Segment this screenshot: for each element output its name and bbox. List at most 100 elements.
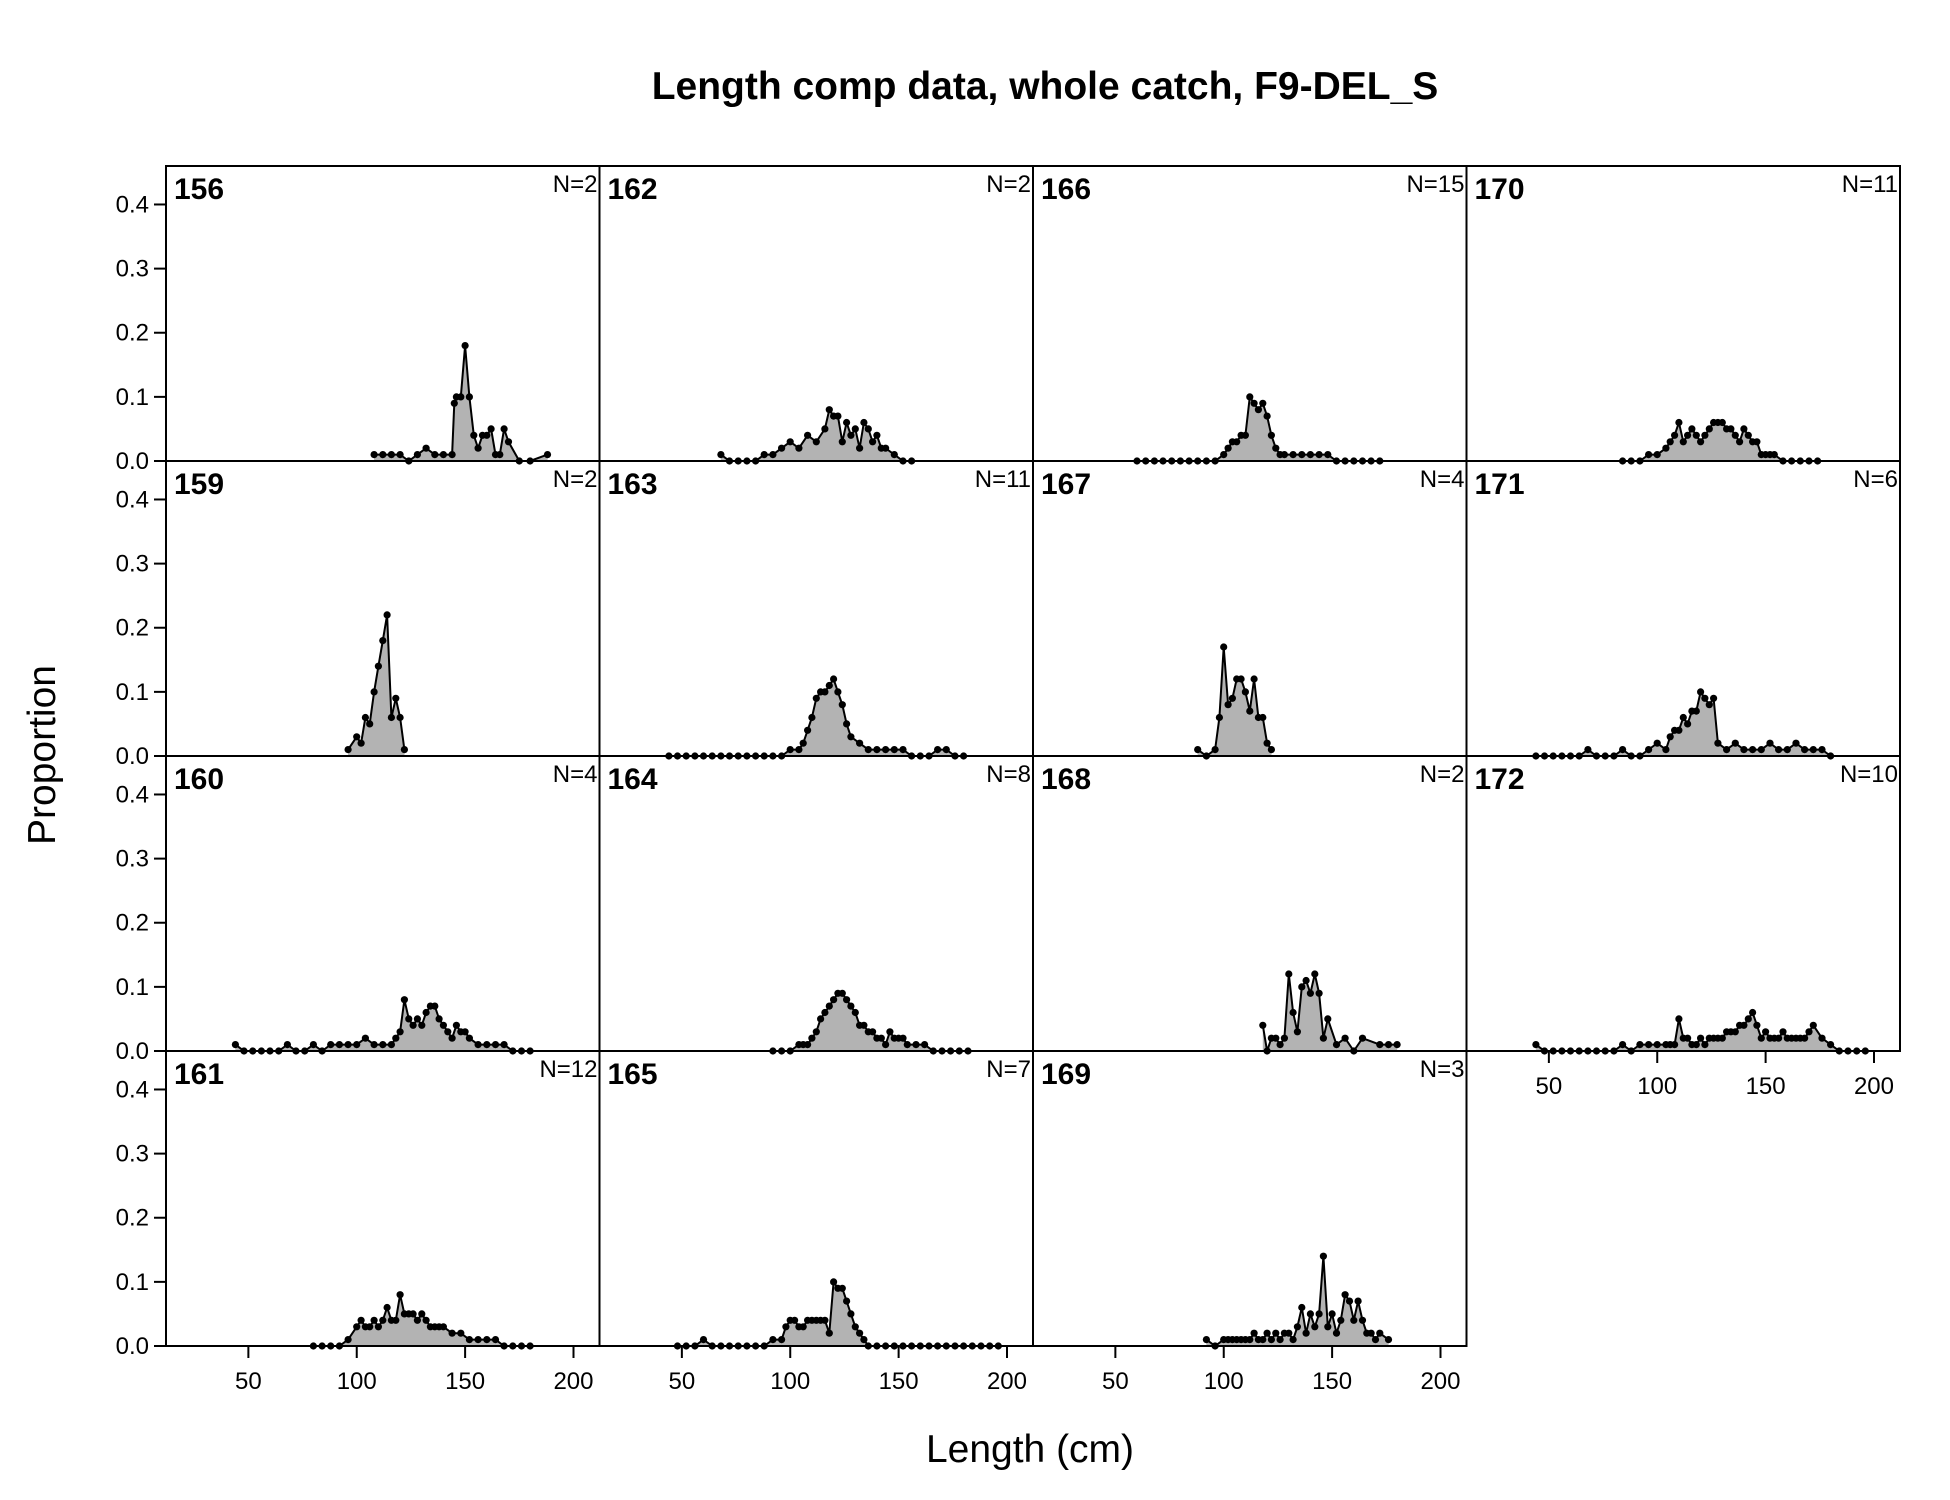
data-point — [717, 451, 725, 459]
data-point — [1293, 1323, 1301, 1331]
x-tick-label: 50 — [669, 1368, 696, 1395]
data-point — [353, 1323, 361, 1331]
data-point — [431, 451, 439, 459]
data-point — [1675, 418, 1683, 427]
y-tick-label: 0.0 — [116, 743, 149, 770]
panel-frame — [598, 165, 1034, 462]
data-point — [921, 1041, 929, 1049]
area-171 — [1535, 691, 1831, 756]
data-point — [1259, 399, 1267, 407]
data-point — [1354, 1297, 1362, 1305]
data-point — [1367, 1329, 1375, 1337]
y-tick-label: 0.2 — [116, 615, 149, 642]
y-tick-label: 0.1 — [116, 384, 149, 411]
data-point — [1692, 1041, 1700, 1049]
data-point — [1215, 713, 1223, 722]
data-point — [1684, 720, 1692, 728]
data-point — [1272, 1329, 1280, 1337]
y-axis-title: Proportion — [21, 665, 64, 845]
data-point — [1259, 713, 1267, 722]
x-tick-label: 150 — [1746, 1073, 1786, 1100]
data-point — [1358, 1034, 1367, 1042]
panel-162: 162 N=2 — [598, 165, 1034, 465]
data-point — [370, 688, 378, 696]
data-point — [1267, 1336, 1275, 1344]
data-point — [1749, 1008, 1757, 1017]
data-point — [379, 1041, 387, 1049]
panel-frame — [598, 755, 1034, 1052]
data-point — [387, 1041, 395, 1049]
panel-year-label: 167 — [1041, 468, 1091, 501]
x-axis: 50 100 150 200 — [235, 1345, 594, 1395]
data-point — [1671, 1041, 1679, 1049]
data-point — [934, 746, 942, 754]
data-point — [1818, 1034, 1826, 1042]
data-point — [500, 1041, 508, 1049]
data-point — [409, 1021, 417, 1029]
data-point — [1744, 1015, 1752, 1023]
data-point — [1246, 707, 1254, 715]
data-point — [366, 1323, 374, 1331]
data-point — [353, 1041, 361, 1049]
y-tick-label: 0.3 — [116, 551, 149, 578]
data-point — [1276, 1041, 1284, 1049]
data-point — [838, 989, 846, 997]
data-point — [400, 746, 408, 754]
data-point — [791, 1316, 799, 1324]
data-point — [830, 675, 838, 683]
x-tick-label: 150 — [445, 1368, 485, 1395]
data-point — [843, 1297, 851, 1305]
data-point — [860, 1336, 868, 1344]
data-point — [821, 688, 829, 696]
data-point — [500, 425, 508, 433]
panel-163: 163 N=11 — [598, 460, 1034, 760]
data-point — [1740, 425, 1748, 433]
y-tick-label: 0.1 — [116, 974, 149, 1001]
data-point — [1705, 701, 1713, 709]
data-point — [886, 1028, 894, 1036]
panel-sample-size: N=6 — [1853, 466, 1898, 493]
data-point — [396, 451, 404, 459]
data-point — [821, 1008, 829, 1017]
data-point — [448, 451, 456, 459]
data-point — [812, 694, 820, 702]
panel-year-label: 164 — [608, 763, 658, 796]
data-point — [413, 451, 421, 459]
data-point — [1272, 444, 1280, 452]
data-point — [1809, 1021, 1817, 1029]
data-point — [1740, 746, 1748, 754]
data-point — [1306, 1310, 1314, 1318]
data-point — [1220, 643, 1228, 651]
panel-171: 171 N=6 — [1465, 460, 1901, 760]
data-point — [851, 1323, 859, 1331]
data-point — [335, 1041, 343, 1049]
data-point — [1744, 431, 1752, 439]
data-point — [344, 1041, 352, 1049]
data-point — [418, 1310, 426, 1318]
data-point — [1315, 989, 1323, 997]
x-tick-label: 150 — [879, 1368, 919, 1395]
data-point — [1766, 739, 1774, 747]
data-point — [825, 1329, 833, 1337]
data-point — [422, 1316, 430, 1324]
panel-year-label: 160 — [174, 763, 224, 796]
data-point — [838, 1284, 846, 1292]
data-point — [1736, 438, 1744, 446]
y-tick-label: 0.1 — [116, 1269, 149, 1296]
data-point — [387, 451, 395, 459]
data-point — [1332, 1041, 1341, 1049]
data-point — [344, 746, 352, 754]
panel-year-label: 169 — [1041, 1058, 1091, 1091]
data-point — [413, 1316, 421, 1324]
data-point — [1636, 1041, 1644, 1049]
y-axis: 0.0 0.1 0.2 0.3 0.4 — [116, 781, 166, 1065]
panel-frame — [165, 1050, 601, 1347]
data-point — [231, 1041, 239, 1049]
data-point — [379, 1316, 387, 1324]
data-point — [808, 713, 816, 722]
data-point — [799, 739, 807, 747]
panel-frame — [1032, 755, 1468, 1052]
data-point — [1259, 1021, 1267, 1029]
data-point — [1241, 431, 1249, 439]
data-point — [873, 431, 881, 439]
